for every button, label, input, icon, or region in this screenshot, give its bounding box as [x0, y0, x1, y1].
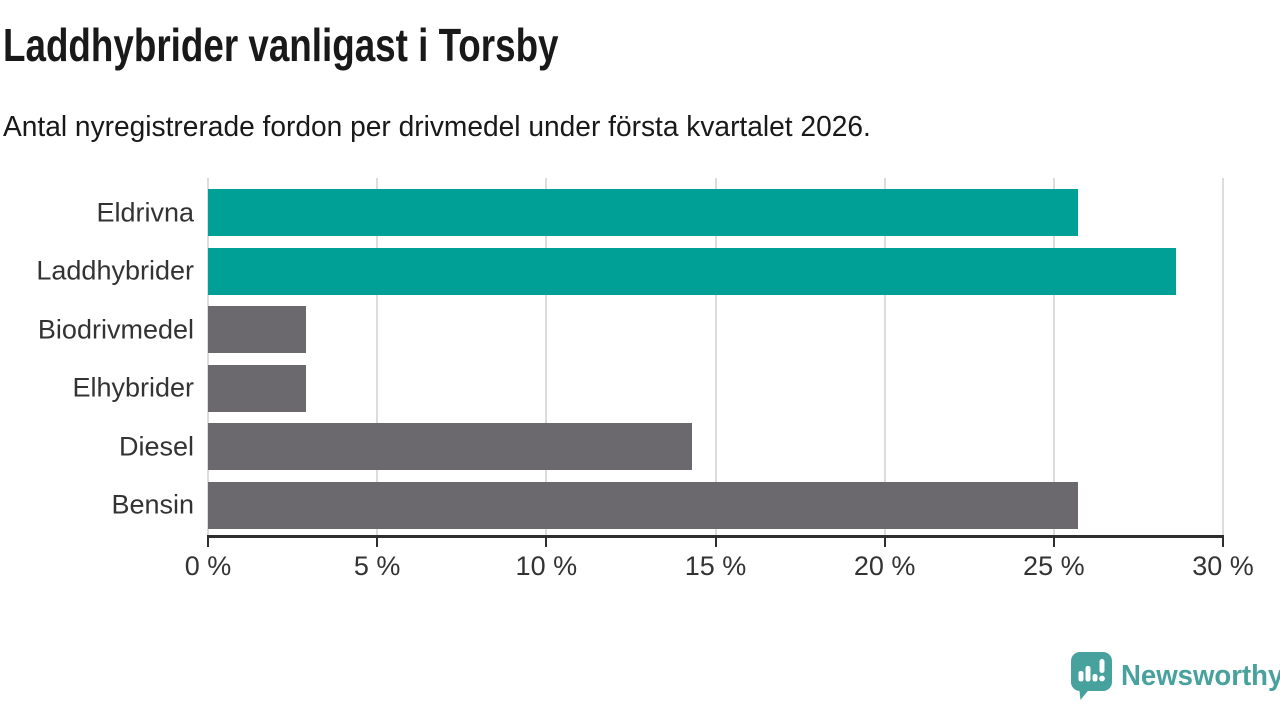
category-label: Bensin	[111, 489, 194, 520]
bar-row: Eldrivna	[96, 189, 1223, 236]
x-axis-tick-label: 25 %	[1023, 551, 1085, 581]
x-axis-tick-label: 30 %	[1192, 551, 1254, 581]
x-axis-tick	[1222, 538, 1224, 547]
bar-chart-plot-area: Eldrivna Laddhybrider Biodrivmedel Elhybrid…	[36, 178, 1224, 535]
bar-diesel	[208, 423, 692, 470]
x-axis-tick-label: 0 %	[184, 551, 232, 581]
bar-biodrivmedel	[208, 306, 307, 353]
category-label: Elhybrider	[72, 372, 194, 403]
x-axis-tick	[207, 538, 209, 547]
x-axis-tick	[376, 538, 379, 547]
chart-title: Laddhybrider vanligast i Torsby	[3, 19, 559, 71]
x-axis	[207, 535, 1224, 547]
x-axis-tick-label: 15 %	[684, 551, 747, 581]
x-axis-tick-label: 10 %	[515, 551, 578, 581]
category-label: Laddhybrider	[36, 255, 194, 286]
bar-eldrivna	[208, 189, 1078, 236]
bar-row: Diesel	[119, 423, 1223, 470]
newsworthy-wordmark: Newsworthy	[1121, 659, 1280, 692]
gridline	[376, 178, 379, 535]
x-axis-tick	[1052, 538, 1055, 547]
x-axis-tick	[883, 538, 886, 547]
gridline	[545, 178, 548, 535]
category-label: Diesel	[118, 431, 194, 461]
bar-bensin	[208, 481, 1078, 529]
bar-row: Biodrivmedel	[38, 306, 1223, 353]
bar-chart-speech-bubble-icon	[1071, 652, 1112, 700]
x-axis-tick-label: 20 %	[853, 551, 916, 581]
bar-row: Laddhybrider	[36, 247, 1223, 295]
category-label: Eldrivna	[96, 197, 194, 227]
gridlines	[207, 178, 1224, 535]
newsworthy-logo: Newsworthy	[1071, 652, 1280, 700]
bar-elhybrider	[208, 364, 307, 412]
bar-row: Bensin	[111, 481, 1223, 529]
x-axis-tick	[545, 538, 548, 547]
chart-subtitle: Antal nyregistrerade fordon per drivmede…	[3, 111, 871, 143]
x-axis-tick-label: 5 %	[353, 551, 401, 581]
x-axis-tick	[714, 538, 717, 547]
bar-row: Elhybrider	[72, 364, 1223, 412]
gridline	[883, 178, 886, 535]
x-axis-tick-labels: 0 % 5 % 10 % 15 % 20 % 25 % 30 %	[185, 551, 1254, 585]
category-label: Biodrivmedel	[37, 314, 194, 344]
gridline	[1052, 178, 1055, 535]
gridline	[714, 178, 717, 535]
bar-laddhybrider	[208, 247, 1176, 295]
gridline	[207, 178, 209, 535]
gridline	[1222, 178, 1224, 535]
bar-rows: Eldrivna Laddhybrider Biodrivmedel Elhybrid…	[36, 189, 1223, 529]
